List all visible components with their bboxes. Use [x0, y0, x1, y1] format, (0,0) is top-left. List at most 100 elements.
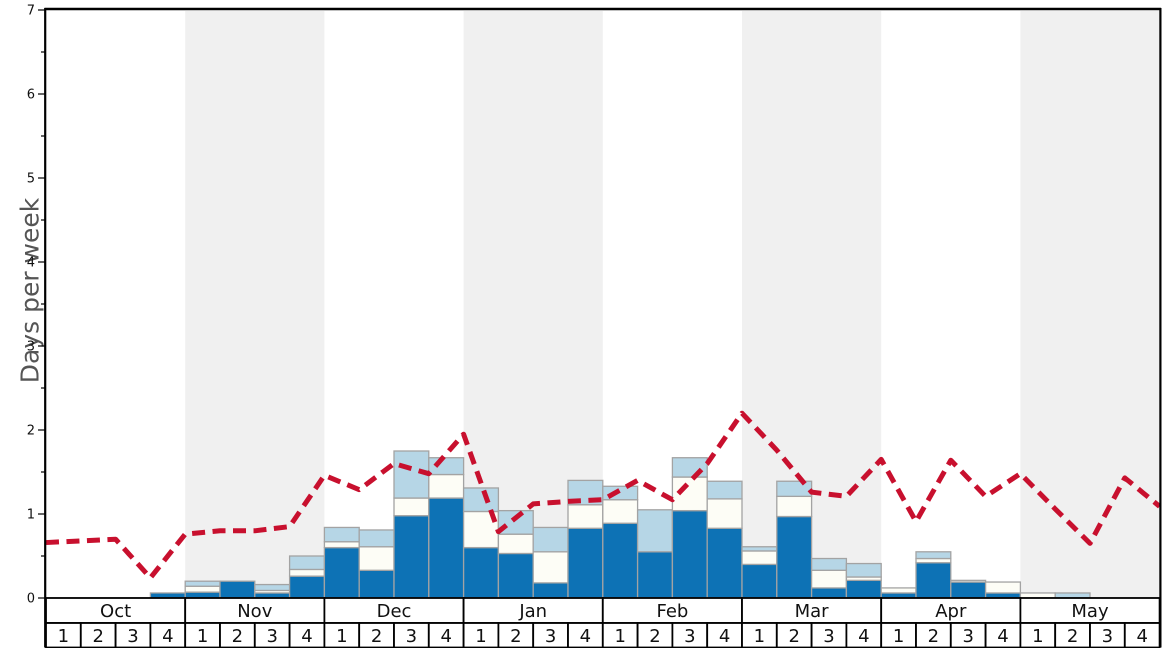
week-number-label: 2 — [1067, 626, 1078, 647]
bar-segment-offwhite_days — [323, 541, 360, 549]
bar-segment-dark_blue_days — [915, 562, 952, 599]
bar-segment-light_blue_days — [358, 529, 395, 548]
week-number-label: 4 — [580, 626, 591, 647]
bar-segment-dark_blue_days — [741, 563, 778, 599]
week-number-label: 1 — [754, 626, 765, 647]
bar-segment-dark_blue_days — [671, 509, 708, 599]
week-number-label: 2 — [928, 626, 939, 647]
bar-segment-light_blue_days — [845, 562, 882, 578]
bar-segment-dark_blue_days — [845, 579, 882, 599]
y-tick-label: 2 — [27, 424, 35, 439]
y-tick-label: 5 — [27, 172, 35, 187]
bar-segment-offwhite_days — [567, 504, 604, 529]
bar-segment-offwhite_days — [184, 585, 221, 593]
y-tick-label: 0 — [27, 592, 35, 607]
bar-segment-offwhite_days — [671, 476, 708, 512]
bar-segment-dark_blue_days — [602, 522, 639, 599]
bar-segment-light_blue_days — [810, 557, 848, 571]
month-label: May — [1071, 601, 1109, 622]
week-number-label: 4 — [162, 626, 173, 647]
week-number-label: 2 — [649, 626, 660, 647]
bar-segment-dark_blue_days — [393, 515, 430, 599]
week-number-label: 2 — [232, 626, 243, 647]
week-number-label: 3 — [545, 626, 556, 647]
bar-segment-offwhite_days — [428, 473, 465, 499]
month-label: Feb — [656, 601, 688, 622]
bar-segment-light_blue_days — [428, 457, 465, 476]
week-number-label: 2 — [371, 626, 382, 647]
week-cell — [45, 622, 82, 648]
week-cell — [636, 622, 674, 648]
bar-segment-light_blue_days — [776, 480, 813, 498]
bar-segment-light_blue_days — [254, 583, 291, 592]
bar-segment-light_blue_days — [602, 485, 639, 501]
week-cell — [1123, 622, 1161, 648]
week-number-label: 3 — [127, 626, 138, 647]
month-cell — [323, 597, 465, 624]
week-number-label: 1 — [1032, 626, 1043, 647]
week-number-label: 2 — [788, 626, 799, 647]
bar-segment-offwhite_days — [776, 495, 813, 518]
week-number-label: 1 — [336, 626, 347, 647]
week-number-label: 4 — [440, 626, 451, 647]
bar-segment-offwhite_days — [288, 568, 326, 577]
month-label: Mar — [795, 601, 830, 622]
bar-segment-dark_blue_days — [219, 580, 256, 599]
bar-segment-dark_blue_days — [358, 569, 395, 599]
bar-segment-dark_blue_days — [636, 551, 674, 599]
bar-segment-offwhite_days — [393, 497, 430, 517]
week-cell — [880, 622, 917, 648]
week-number-label: 1 — [893, 626, 904, 647]
week-number-label: 3 — [823, 626, 834, 647]
bar-segment-offwhite_days — [810, 569, 848, 589]
week-cell — [184, 622, 221, 648]
bar-segment-dark_blue_days — [323, 546, 360, 599]
bar-segment-offwhite_days — [984, 581, 1022, 594]
week-number-label: 3 — [266, 626, 277, 647]
month-cell — [462, 597, 604, 624]
bar-segment-light_blue_days — [462, 487, 500, 513]
week-number-label: 4 — [1136, 626, 1147, 647]
week-number-label: 4 — [997, 626, 1008, 647]
bar-segment-light_blue_days — [741, 546, 778, 552]
week-cell — [323, 622, 361, 648]
month-label: Jan — [518, 601, 547, 622]
bar-segment-dark_blue_days — [288, 575, 326, 599]
week-number-label: 3 — [1102, 626, 1113, 647]
bar-segment-light_blue_days — [497, 509, 534, 535]
bar-segment-dark_blue_days — [428, 497, 465, 599]
bar-segment-light_blue_days — [532, 526, 569, 553]
y-tick-label: 3 — [27, 340, 35, 355]
week-number-label: 4 — [719, 626, 730, 647]
week-number-label: 3 — [962, 626, 973, 647]
week-cell — [949, 622, 987, 648]
month-label: Oct — [100, 601, 131, 622]
bar-segment-dark_blue_days — [532, 582, 569, 599]
bar-segment-light_blue_days — [915, 551, 952, 560]
month-shading-band — [1020, 11, 1160, 598]
month-shading-band — [185, 11, 325, 598]
y-tick-label: 4 — [27, 256, 35, 271]
bar-segment-dark_blue_days — [497, 552, 534, 599]
bar-segment-light_blue_days — [671, 457, 708, 478]
y-tick-label: 1 — [27, 508, 35, 523]
bar-segment-offwhite_days — [950, 579, 987, 583]
bar-segment-offwhite_days — [880, 587, 917, 594]
month-label: Dec — [377, 601, 412, 622]
week-number-label: 1 — [197, 626, 208, 647]
bar-segment-light_blue_days — [184, 580, 221, 587]
y-tick-label: 6 — [27, 88, 35, 103]
week-number-label: 3 — [684, 626, 695, 647]
week-number-label: 1 — [58, 626, 69, 647]
bar-segment-offwhite_days — [602, 499, 639, 524]
week-number-label: 1 — [614, 626, 625, 647]
bar-segment-light_blue_days — [288, 555, 326, 571]
month-cell — [880, 597, 1022, 624]
bar-segment-dark_blue_days — [950, 581, 987, 599]
week-cell — [219, 622, 256, 648]
bar-segment-dark_blue_days — [567, 527, 604, 599]
bar-segment-offwhite_days — [741, 550, 778, 566]
month-label: Nov — [237, 601, 272, 622]
